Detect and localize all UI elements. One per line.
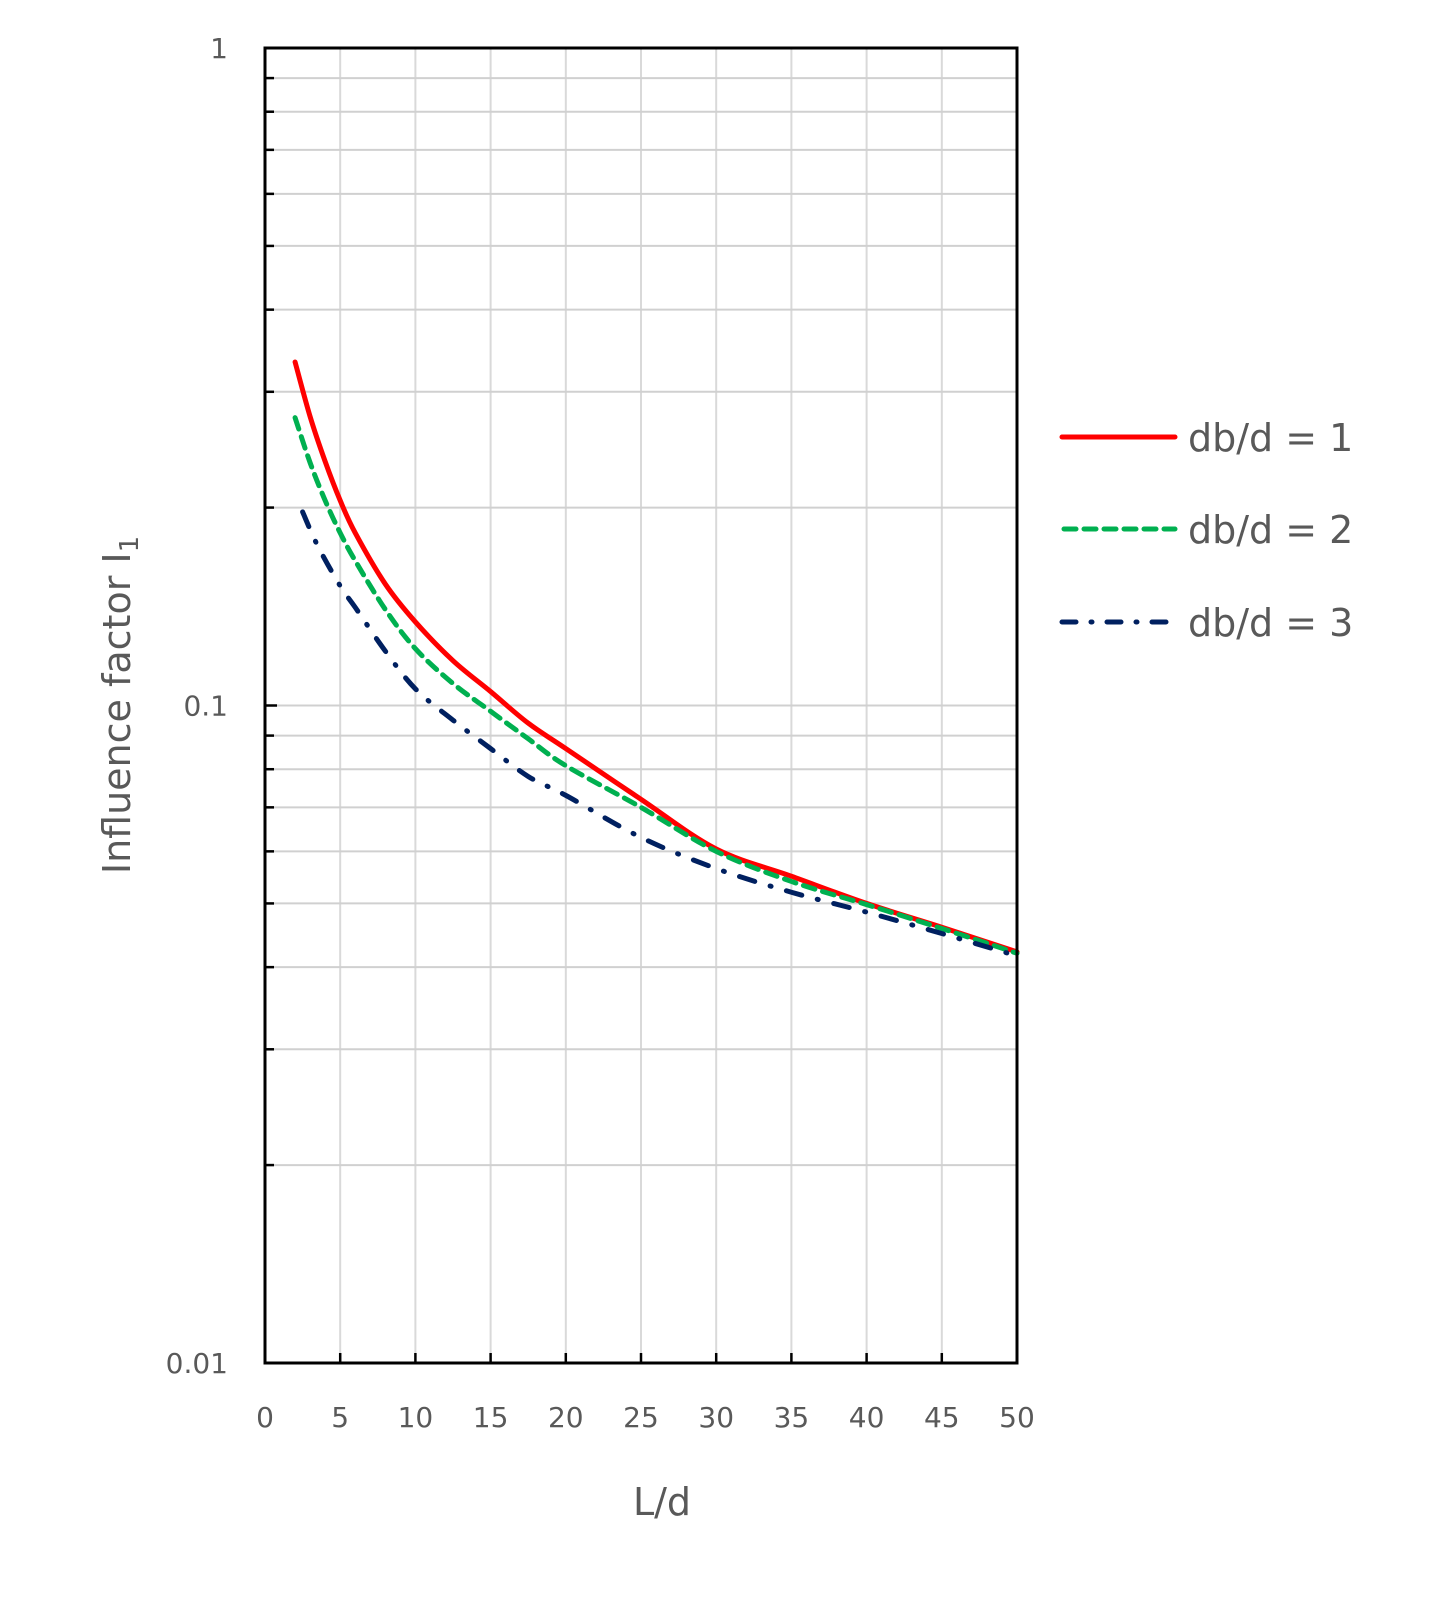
x-tick-label: 30 <box>698 1401 734 1434</box>
legend: db/d = 1 db/d = 2 db/d = 3 <box>1059 416 1353 645</box>
y-tick-label: 0.01 <box>166 1347 228 1380</box>
x-tick-label: 15 <box>473 1401 509 1434</box>
y-tick-label: 0.1 <box>183 690 228 723</box>
gridlines <box>265 48 1017 1363</box>
y-axis-title: Influence factor I1 <box>95 536 145 874</box>
x-tick-label: 20 <box>548 1401 584 1434</box>
y-axis-title-main: Influence factor I <box>95 552 139 874</box>
legend-label: db/d = 3 <box>1188 601 1353 645</box>
legend-item-db-d-2: db/d = 2 <box>1061 508 1353 552</box>
y-tick-label: 1 <box>210 32 228 65</box>
x-tick-label: 0 <box>256 1401 274 1434</box>
tick-labels: 0 5 10 15 20 25 30 35 40 45 50 0.01 0.1 1 <box>166 32 1035 1434</box>
x-axis-title: L/d <box>633 1480 691 1524</box>
series-line-3 <box>300 509 1020 959</box>
legend-label: db/d = 1 <box>1188 416 1353 460</box>
x-tick-label: 10 <box>398 1401 434 1434</box>
x-tick-label: 45 <box>924 1401 960 1434</box>
x-tick-label: 25 <box>623 1401 659 1434</box>
series-line-2 <box>292 415 1020 956</box>
x-tick-label: 40 <box>849 1401 885 1434</box>
x-tick-label: 5 <box>331 1401 349 1434</box>
series-lines <box>292 359 1020 959</box>
legend-item-db-d-3: db/d = 3 <box>1059 601 1353 645</box>
axis-ticks <box>265 76 944 1363</box>
x-tick-label: 50 <box>999 1401 1035 1434</box>
legend-label: db/d = 2 <box>1188 508 1353 552</box>
y-axis-title-group: Influence factor I1 <box>95 536 145 874</box>
x-tick-label: 35 <box>774 1401 810 1434</box>
legend-item-db-d-1: db/d = 1 <box>1059 416 1353 460</box>
y-axis-title-subscript: 1 <box>115 536 145 553</box>
series-line-1 <box>292 359 1020 955</box>
